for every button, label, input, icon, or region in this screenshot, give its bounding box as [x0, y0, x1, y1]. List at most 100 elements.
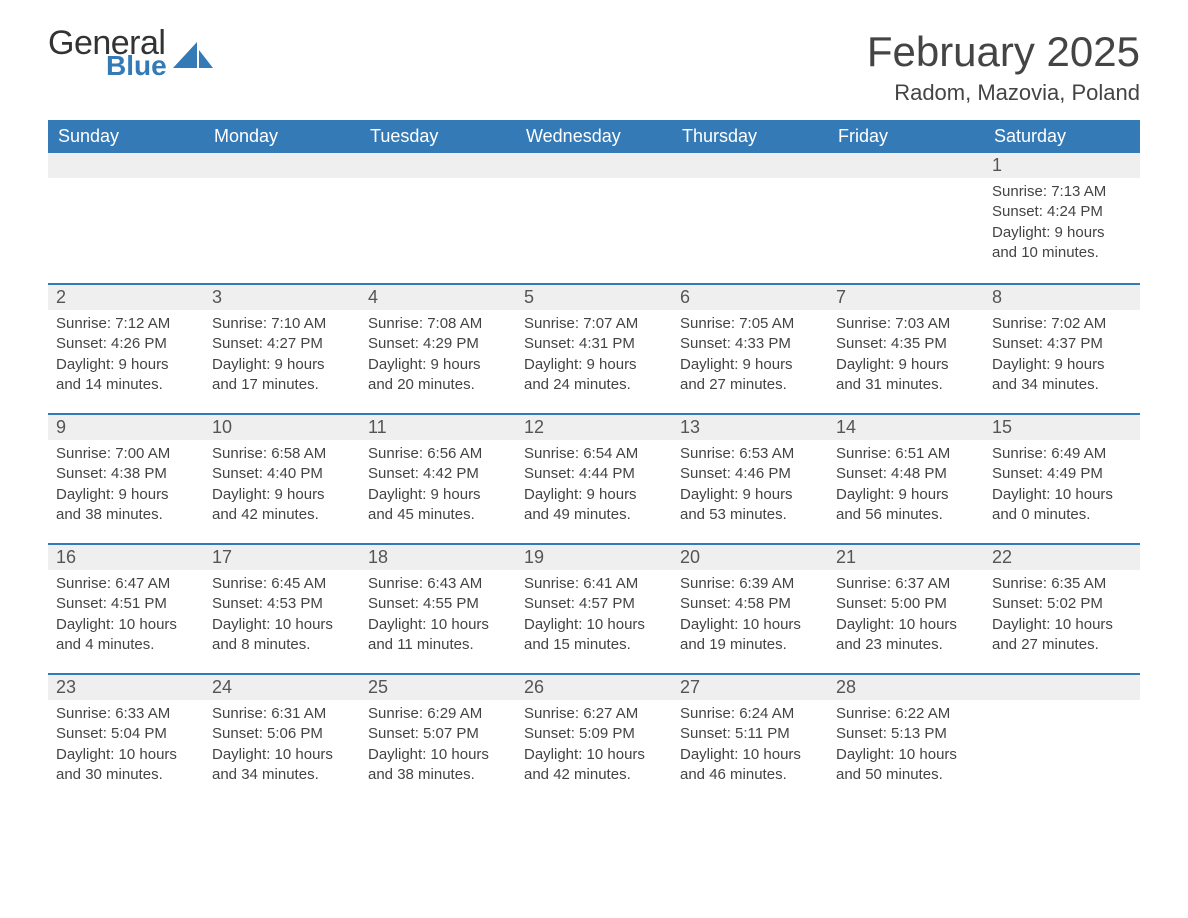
day-day2: and 34 minutes.: [212, 765, 352, 785]
day-sunset: Sunset: 5:11 PM: [680, 724, 820, 744]
day-day2: and 56 minutes.: [836, 505, 976, 525]
day-sunrise: Sunrise: 6:31 AM: [212, 704, 352, 724]
day-number: [360, 153, 516, 178]
day-sunset: Sunset: 5:00 PM: [836, 594, 976, 614]
day-number: [204, 153, 360, 178]
calendar-week: 16Sunrise: 6:47 AMSunset: 4:51 PMDayligh…: [48, 543, 1140, 673]
day-sunset: Sunset: 4:33 PM: [680, 334, 820, 354]
day-sunrise: Sunrise: 6:54 AM: [524, 444, 664, 464]
day-day2: and 46 minutes.: [680, 765, 820, 785]
day-number: 20: [672, 543, 828, 570]
day-day2: and 30 minutes.: [56, 765, 196, 785]
day-details: Sunrise: 7:13 AMSunset: 4:24 PMDaylight:…: [984, 178, 1140, 273]
calendar-cell: 19Sunrise: 6:41 AMSunset: 4:57 PMDayligh…: [516, 543, 672, 673]
weekday-header: Sunday: [48, 120, 204, 153]
day-sunrise: Sunrise: 7:02 AM: [992, 314, 1132, 334]
day-day1: Daylight: 9 hours: [212, 355, 352, 375]
weekday-header: Friday: [828, 120, 984, 153]
day-sunset: Sunset: 4:31 PM: [524, 334, 664, 354]
day-day1: Daylight: 10 hours: [212, 615, 352, 635]
day-sunrise: Sunrise: 6:49 AM: [992, 444, 1132, 464]
calendar-cell: [984, 673, 1140, 803]
calendar-cell: 17Sunrise: 6:45 AMSunset: 4:53 PMDayligh…: [204, 543, 360, 673]
day-day1: Daylight: 10 hours: [992, 615, 1132, 635]
calendar-cell: 9Sunrise: 7:00 AMSunset: 4:38 PMDaylight…: [48, 413, 204, 543]
day-sunrise: Sunrise: 7:13 AM: [992, 182, 1132, 202]
day-number: 24: [204, 673, 360, 700]
day-sunset: Sunset: 4:40 PM: [212, 464, 352, 484]
day-day2: and 27 minutes.: [680, 375, 820, 395]
day-number: 4: [360, 283, 516, 310]
day-details: Sunrise: 6:33 AMSunset: 5:04 PMDaylight:…: [48, 700, 204, 795]
day-details: Sunrise: 7:00 AMSunset: 4:38 PMDaylight:…: [48, 440, 204, 535]
calendar-cell: 12Sunrise: 6:54 AMSunset: 4:44 PMDayligh…: [516, 413, 672, 543]
day-day1: Daylight: 10 hours: [56, 745, 196, 765]
day-number: 27: [672, 673, 828, 700]
day-sunrise: Sunrise: 6:58 AM: [212, 444, 352, 464]
calendar-week: 23Sunrise: 6:33 AMSunset: 5:04 PMDayligh…: [48, 673, 1140, 803]
day-day2: and 0 minutes.: [992, 505, 1132, 525]
brand-text: General Blue: [48, 28, 167, 78]
day-sunrise: Sunrise: 6:43 AM: [368, 574, 508, 594]
day-sunrise: Sunrise: 7:12 AM: [56, 314, 196, 334]
day-day1: Daylight: 10 hours: [836, 745, 976, 765]
calendar-cell: 22Sunrise: 6:35 AMSunset: 5:02 PMDayligh…: [984, 543, 1140, 673]
day-day2: and 45 minutes.: [368, 505, 508, 525]
day-sunrise: Sunrise: 7:00 AM: [56, 444, 196, 464]
day-day1: Daylight: 9 hours: [212, 485, 352, 505]
calendar-cell: 14Sunrise: 6:51 AMSunset: 4:48 PMDayligh…: [828, 413, 984, 543]
calendar-cell: 7Sunrise: 7:03 AMSunset: 4:35 PMDaylight…: [828, 283, 984, 413]
day-sunset: Sunset: 4:42 PM: [368, 464, 508, 484]
day-day2: and 4 minutes.: [56, 635, 196, 655]
day-details: Sunrise: 6:41 AMSunset: 4:57 PMDaylight:…: [516, 570, 672, 665]
day-details: Sunrise: 6:54 AMSunset: 4:44 PMDaylight:…: [516, 440, 672, 535]
day-sunrise: Sunrise: 7:03 AM: [836, 314, 976, 334]
weekday-header: Saturday: [984, 120, 1140, 153]
day-sunrise: Sunrise: 7:05 AM: [680, 314, 820, 334]
day-day2: and 42 minutes.: [212, 505, 352, 525]
day-details: Sunrise: 6:39 AMSunset: 4:58 PMDaylight:…: [672, 570, 828, 665]
calendar-cell: 11Sunrise: 6:56 AMSunset: 4:42 PMDayligh…: [360, 413, 516, 543]
calendar-cell: [204, 153, 360, 283]
day-details: Sunrise: 7:08 AMSunset: 4:29 PMDaylight:…: [360, 310, 516, 405]
day-day2: and 34 minutes.: [992, 375, 1132, 395]
day-day1: Daylight: 9 hours: [56, 355, 196, 375]
day-sunrise: Sunrise: 6:53 AM: [680, 444, 820, 464]
day-number: 19: [516, 543, 672, 570]
calendar-cell: 3Sunrise: 7:10 AMSunset: 4:27 PMDaylight…: [204, 283, 360, 413]
day-day2: and 50 minutes.: [836, 765, 976, 785]
weekday-header: Monday: [204, 120, 360, 153]
day-day2: and 24 minutes.: [524, 375, 664, 395]
calendar-cell: 6Sunrise: 7:05 AMSunset: 4:33 PMDaylight…: [672, 283, 828, 413]
day-number: 22: [984, 543, 1140, 570]
calendar-table: SundayMondayTuesdayWednesdayThursdayFrid…: [48, 120, 1140, 803]
day-details: Sunrise: 6:47 AMSunset: 4:51 PMDaylight:…: [48, 570, 204, 665]
day-number: [516, 153, 672, 178]
day-sunset: Sunset: 4:26 PM: [56, 334, 196, 354]
day-number: 28: [828, 673, 984, 700]
month-title: February 2025: [867, 28, 1140, 76]
weekday-header: Tuesday: [360, 120, 516, 153]
day-details: Sunrise: 6:37 AMSunset: 5:00 PMDaylight:…: [828, 570, 984, 665]
day-day2: and 11 minutes.: [368, 635, 508, 655]
brand-word-2: Blue: [106, 53, 167, 78]
day-sunset: Sunset: 4:53 PM: [212, 594, 352, 614]
calendar-week: 2Sunrise: 7:12 AMSunset: 4:26 PMDaylight…: [48, 283, 1140, 413]
day-number: [828, 153, 984, 178]
calendar-cell: 1Sunrise: 7:13 AMSunset: 4:24 PMDaylight…: [984, 153, 1140, 283]
day-day1: Daylight: 9 hours: [836, 485, 976, 505]
day-day1: Daylight: 9 hours: [680, 485, 820, 505]
day-sunset: Sunset: 5:04 PM: [56, 724, 196, 744]
header-region: General Blue February 2025 Radom, Mazovi…: [48, 28, 1140, 114]
day-day2: and 20 minutes.: [368, 375, 508, 395]
day-sunset: Sunset: 4:55 PM: [368, 594, 508, 614]
day-sunset: Sunset: 4:44 PM: [524, 464, 664, 484]
day-sunset: Sunset: 4:46 PM: [680, 464, 820, 484]
weekday-header: Wednesday: [516, 120, 672, 153]
day-number: 25: [360, 673, 516, 700]
calendar-cell: 21Sunrise: 6:37 AMSunset: 5:00 PMDayligh…: [828, 543, 984, 673]
day-number: 13: [672, 413, 828, 440]
day-number: 6: [672, 283, 828, 310]
day-number: 10: [204, 413, 360, 440]
day-day1: Daylight: 9 hours: [368, 485, 508, 505]
